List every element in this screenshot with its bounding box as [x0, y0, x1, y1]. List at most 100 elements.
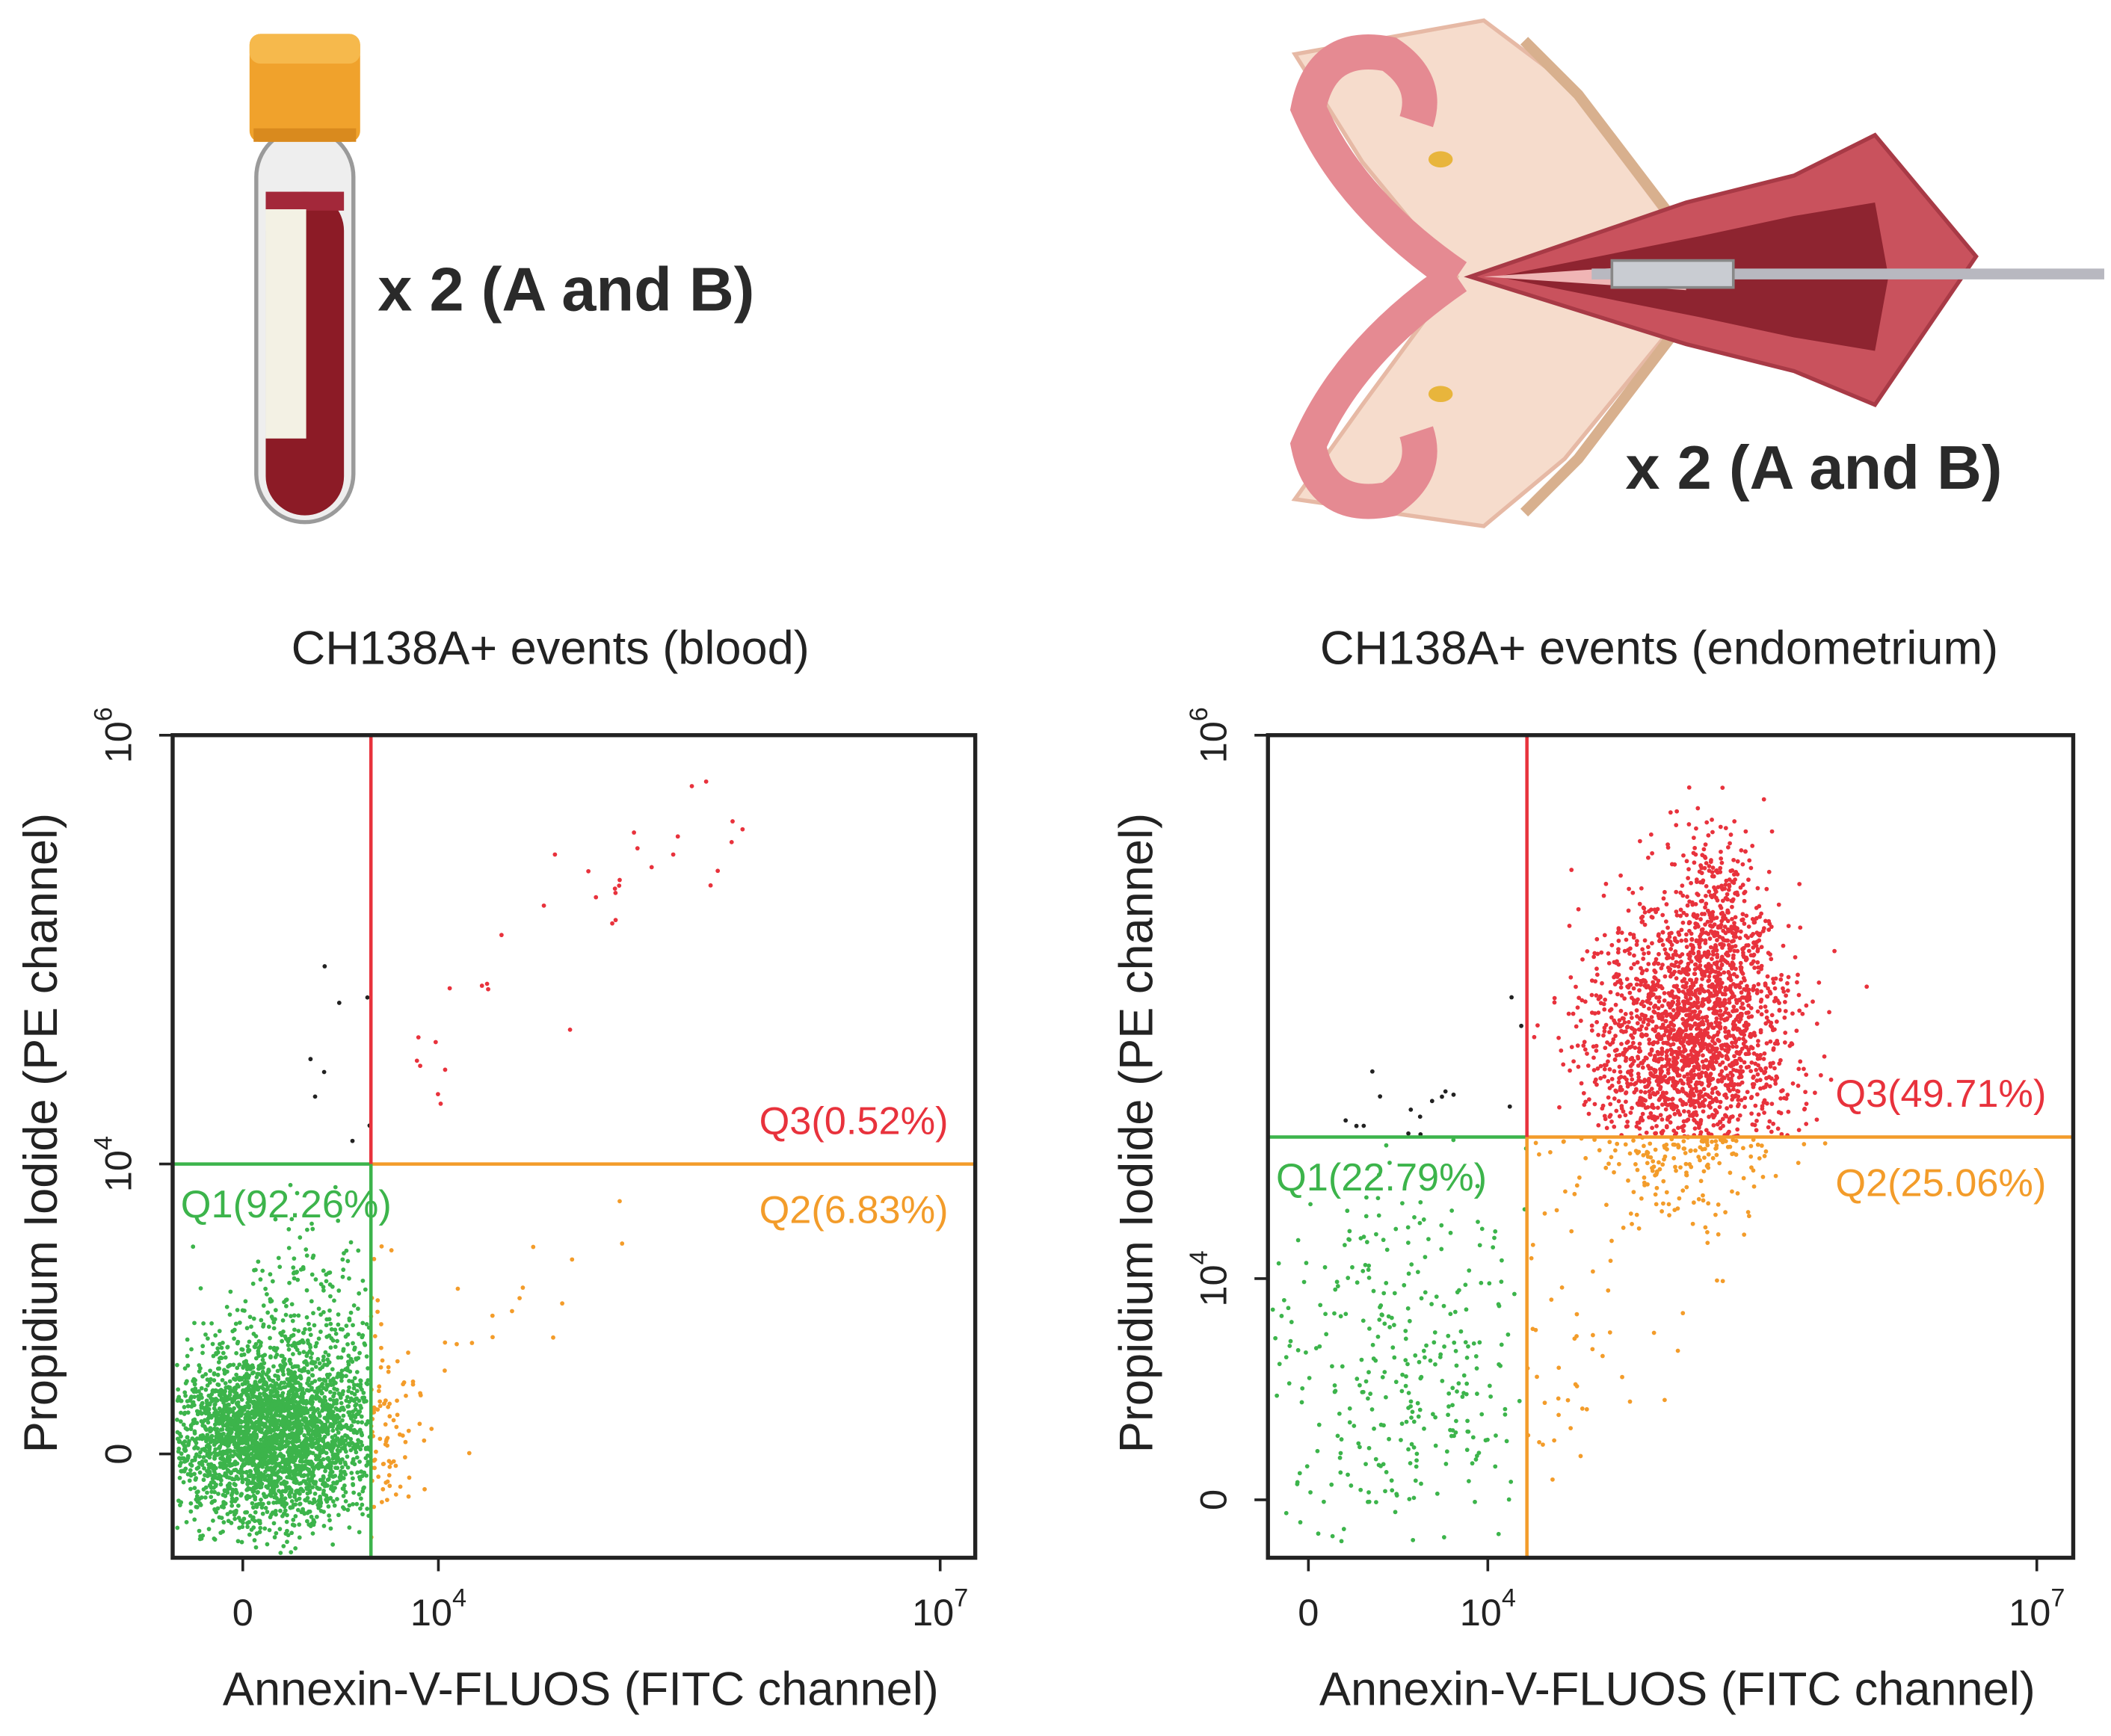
event-dot: [1721, 1075, 1726, 1080]
event-dot: [1673, 949, 1678, 954]
event-dot: [232, 1377, 238, 1383]
event-dot: [1593, 979, 1598, 983]
event-dot: [1381, 1291, 1387, 1296]
event-dot: [332, 1386, 337, 1391]
event-dot: [196, 1446, 200, 1451]
event-dot: [397, 1432, 402, 1437]
event-dot: [1581, 1043, 1586, 1048]
event-dot: [1549, 1297, 1554, 1302]
event-dot: [208, 1439, 213, 1445]
event-dot: [1386, 1314, 1391, 1319]
event-dot: [1347, 1420, 1352, 1425]
event-dot: [199, 1394, 203, 1399]
event-dot: [188, 1468, 193, 1473]
event-dot: [1655, 1040, 1660, 1045]
event-dot: [259, 1416, 264, 1421]
event-dot: [355, 1470, 360, 1475]
event-dot: [226, 1448, 232, 1453]
event-dot: [1723, 1083, 1728, 1087]
event-dot: [1735, 1089, 1740, 1093]
event-dot: [1454, 1418, 1458, 1424]
event-dot: [283, 1385, 288, 1389]
event-dot: [327, 1403, 333, 1408]
event-dot: [447, 986, 452, 991]
event-dot: [1736, 1037, 1742, 1042]
event-dot: [327, 1308, 332, 1313]
event-dot: [204, 1439, 209, 1444]
event-dot: [1454, 1363, 1459, 1368]
event-dot: [1594, 1082, 1599, 1087]
event-dot: [1656, 1006, 1661, 1011]
tick-base: 10: [410, 1591, 452, 1634]
event-dot: [328, 1294, 333, 1299]
event-dot: [239, 1539, 244, 1545]
event-dot: [308, 1057, 313, 1062]
event-dot: [270, 1402, 274, 1406]
event-dot: [407, 1475, 412, 1480]
event-dot: [1672, 1111, 1677, 1116]
event-dot: [366, 1418, 370, 1424]
event-dot: [317, 1398, 322, 1403]
event-dot: [226, 1420, 231, 1425]
event-dot: [1755, 1072, 1760, 1077]
event-dot: [1674, 1168, 1678, 1173]
event-dot: [1731, 1087, 1736, 1092]
event-dot: [331, 1438, 336, 1443]
event-dot: [1547, 1149, 1553, 1155]
event-dot: [344, 1323, 349, 1329]
event-dot: [1504, 1439, 1509, 1444]
event-dot: [176, 1397, 181, 1402]
event-dot: [254, 1466, 259, 1471]
event-dot: [1757, 1156, 1762, 1161]
event-dot: [209, 1320, 215, 1326]
event-dot: [1639, 1024, 1645, 1029]
event-dot: [1651, 980, 1656, 985]
event-dot: [276, 1425, 281, 1430]
event-dot: [345, 1341, 350, 1347]
event-dot: [240, 1347, 245, 1352]
event-dot: [1475, 1391, 1479, 1396]
event-dot: [1709, 957, 1714, 962]
event-dot: [1557, 1105, 1562, 1110]
event-dot: [284, 1336, 289, 1341]
event-dot: [1380, 1374, 1385, 1380]
event-dot: [280, 1318, 286, 1323]
event-dot: [261, 1402, 266, 1407]
event-dot: [1634, 982, 1639, 987]
event-dot: [320, 1408, 324, 1413]
event-dot: [1618, 985, 1624, 990]
event-dot: [364, 1473, 369, 1478]
event-dot: [1624, 1029, 1628, 1034]
event-dot: [262, 1526, 268, 1531]
event-dot: [1346, 1237, 1351, 1242]
event-dot: [1392, 1355, 1397, 1360]
event-dot: [256, 1348, 261, 1353]
event-dot: [263, 1506, 268, 1510]
event-dot: [304, 1227, 309, 1232]
event-dot: [1411, 1445, 1417, 1450]
event-dot: [256, 1366, 261, 1371]
event-dot: [1632, 962, 1636, 967]
event-dot: [1542, 1400, 1547, 1406]
event-dot: [263, 1433, 268, 1439]
event-dot: [383, 1398, 388, 1403]
event-dot: [250, 1515, 256, 1520]
event-dot: [339, 1372, 344, 1377]
event-dot: [302, 1415, 307, 1421]
event-dot: [217, 1515, 222, 1520]
event-dot: [1630, 1105, 1634, 1111]
event-dot: [349, 1423, 354, 1428]
event-dot: [341, 1476, 346, 1480]
event-dot: [244, 1441, 249, 1446]
event-dot: [244, 1326, 250, 1331]
event-dot: [1778, 1057, 1783, 1063]
event-dot: [358, 1447, 363, 1452]
event-dot: [222, 1406, 226, 1411]
event-dot: [1556, 1365, 1562, 1371]
event-dot: [1594, 1019, 1600, 1025]
event-dot: [339, 1355, 344, 1360]
event-dot: [1452, 1309, 1458, 1315]
event-dot: [309, 1406, 314, 1411]
event-dot: [286, 1347, 292, 1352]
event-dot: [280, 1500, 285, 1504]
